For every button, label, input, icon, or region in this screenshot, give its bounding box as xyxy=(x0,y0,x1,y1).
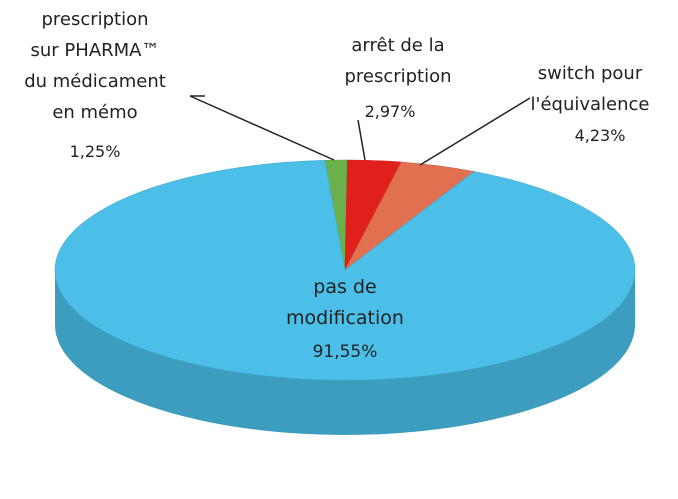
leader-line xyxy=(357,119,366,161)
leader-line xyxy=(419,97,531,166)
value-label: 4,23% xyxy=(574,126,626,145)
slice-label: arrêt de la prescription xyxy=(344,35,452,87)
slice-label: switch pour l'équivalence xyxy=(530,63,650,115)
value-label: 2,97% xyxy=(364,102,416,121)
value-label: 1,25% xyxy=(69,142,121,161)
slice-side xyxy=(55,270,635,435)
slice-label: pas de modification xyxy=(286,276,404,329)
slice xyxy=(54,159,636,381)
leader-line xyxy=(189,95,335,161)
slice-label: prescription sur PHARMA™ du médicament e… xyxy=(24,9,166,123)
value-label: 91,55% xyxy=(312,342,378,362)
